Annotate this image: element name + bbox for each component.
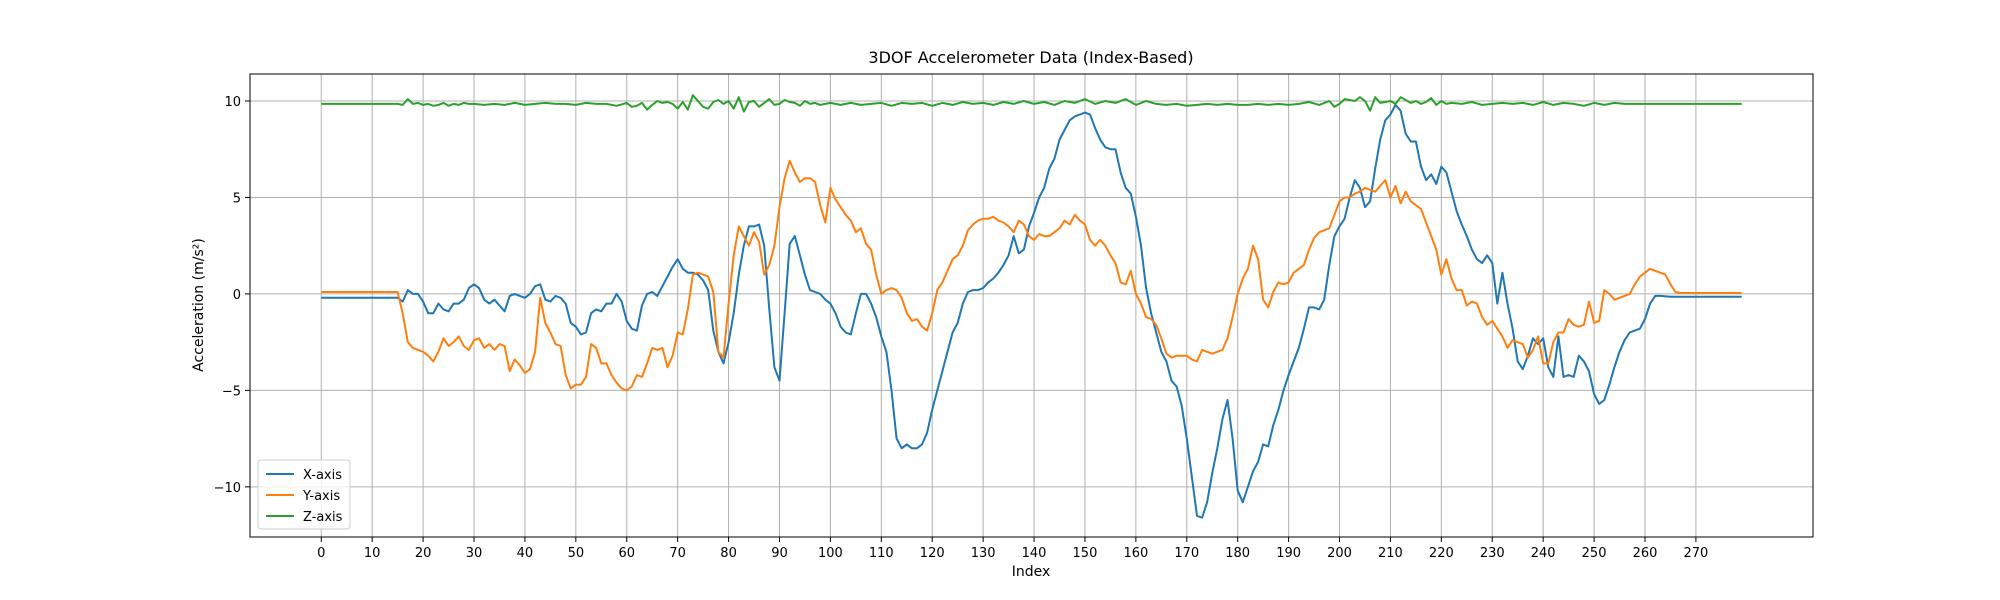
legend-label: Y-axis <box>302 489 340 504</box>
x-tick-label: 240 <box>1531 546 1556 561</box>
x-tick-label: 250 <box>1582 546 1607 561</box>
x-axis-ticks: 0 10 20 30 40 50 60 70 80 90 100 110 120 130 140 150 160… <box>317 537 1708 561</box>
x-tick-label: 150 <box>1073 546 1098 561</box>
x-tick-label: 30 <box>466 546 483 561</box>
x-tick-label: 50 <box>568 546 585 561</box>
legend-box <box>257 459 351 530</box>
legend-label: X-axis <box>303 468 342 483</box>
x-tick-label: 140 <box>1022 546 1047 561</box>
x-tick-label: 190 <box>1276 546 1301 561</box>
y-tick-label: −10 <box>214 481 241 496</box>
y-tick-label: −5 <box>222 384 241 399</box>
x-tick-label: 40 <box>517 546 534 561</box>
x-tick-label: 10 <box>364 546 381 561</box>
plot-area-frame <box>249 73 1814 538</box>
y-tick-label: 0 <box>233 288 241 303</box>
series-line-x-axis <box>321 103 1742 519</box>
series-line-z-axis <box>321 94 1742 113</box>
x-tick-label: 200 <box>1327 546 1352 561</box>
x-tick-label: 130 <box>971 546 996 561</box>
x-tick-label: 80 <box>720 546 737 561</box>
y-axis-ticks: −10 −5 0 5 10 <box>214 95 250 496</box>
plot-series <box>321 94 1742 519</box>
x-tick-label: 20 <box>415 546 432 561</box>
x-tick-label: 230 <box>1480 546 1505 561</box>
x-tick-label: 70 <box>669 546 686 561</box>
x-tick-label: 60 <box>618 546 635 561</box>
chart-title: 3DOF Accelerometer Data (Index-Based) <box>868 48 1193 67</box>
x-tick-label: 100 <box>818 546 843 561</box>
y-tick-label: 10 <box>224 95 241 110</box>
legend-label: Z-axis <box>303 510 343 525</box>
x-tick-label: 220 <box>1429 546 1454 561</box>
y-tick-label: 5 <box>233 191 241 206</box>
x-tick-label: 270 <box>1683 546 1708 561</box>
x-axis-label: Index <box>1012 564 1051 580</box>
legend: X-axis Y-axis Z-axis <box>257 459 351 530</box>
x-tick-label: 120 <box>920 546 945 561</box>
series-line-y-axis <box>321 159 1742 392</box>
x-tick-label: 110 <box>869 546 894 561</box>
x-tick-label: 0 <box>317 546 325 561</box>
x-tick-label: 90 <box>771 546 788 561</box>
x-tick-label: 160 <box>1123 546 1148 561</box>
x-tick-label: 170 <box>1174 546 1199 561</box>
x-tick-label: 210 <box>1378 546 1403 561</box>
x-tick-label: 180 <box>1225 546 1250 561</box>
x-tick-label: 260 <box>1633 546 1658 561</box>
y-axis-label: Acceleration (m/s²) <box>191 238 207 372</box>
